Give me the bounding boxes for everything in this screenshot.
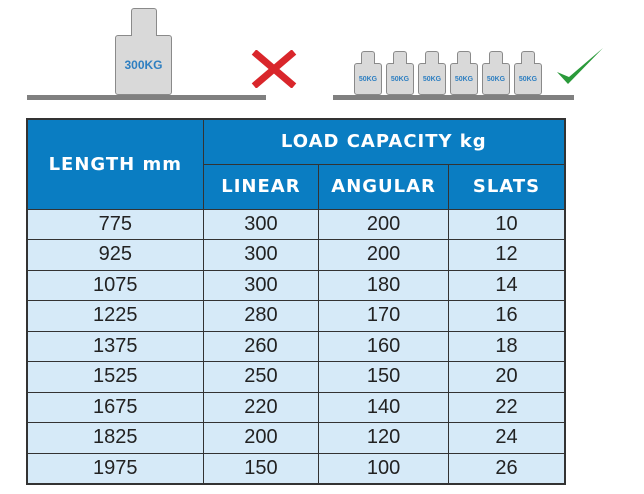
slats-cell: 22 — [447, 391, 566, 423]
length-cell: 1825 — [26, 422, 204, 454]
table-row: 1075 300 180 14 — [26, 269, 566, 301]
table-row: 1225 280 170 16 — [26, 300, 566, 332]
load-capacity-header: LOAD CAPACITY kg — [202, 118, 566, 165]
angular-header: ANGULAR — [318, 163, 449, 210]
weight-label: 50KG — [390, 75, 410, 83]
slats-cell: 12 — [447, 239, 566, 271]
angular-cell: 140 — [318, 391, 449, 423]
shelf-bar-right — [333, 95, 574, 100]
length-cell: 1525 — [26, 361, 204, 393]
table-row: 1975 150 100 26 — [26, 452, 566, 484]
table-row: 775 300 200 10 — [26, 208, 566, 240]
table-row: 1375 260 160 18 — [26, 330, 566, 362]
length-cell: 1675 — [26, 391, 204, 423]
length-cell: 1375 — [26, 330, 204, 362]
angular-cell: 180 — [318, 269, 449, 301]
weight-300kg: 300KG — [115, 8, 172, 95]
weight-label: 300KG — [124, 58, 163, 72]
weight-50kg: 50KG — [450, 51, 478, 95]
cross-icon — [251, 50, 297, 88]
load-capacity-table: LENGTH mm LOAD CAPACITY kg LINEAR ANGULA… — [26, 118, 566, 485]
length-cell: 1225 — [26, 300, 204, 332]
angular-cell: 170 — [318, 300, 449, 332]
linear-cell: 150 — [202, 452, 320, 484]
angular-cell: 100 — [318, 452, 449, 484]
table-row: 1825 200 120 24 — [26, 422, 566, 454]
angular-cell: 160 — [318, 330, 449, 362]
table-row: 1525 250 150 20 — [26, 361, 566, 393]
weight-50kg: 50KG — [386, 51, 414, 95]
weight-50kg: 50KG — [482, 51, 510, 95]
angular-cell: 200 — [318, 208, 449, 240]
table-row: 925 300 200 12 — [26, 239, 566, 271]
slats-cell: 16 — [447, 300, 566, 332]
length-cell: 1075 — [26, 269, 204, 301]
linear-cell: 300 — [202, 269, 320, 301]
linear-cell: 260 — [202, 330, 320, 362]
weight-label: 50KG — [422, 75, 442, 83]
weight-label: 50KG — [486, 75, 506, 83]
linear-cell: 280 — [202, 300, 320, 332]
linear-cell: 300 — [202, 239, 320, 271]
slats-cell: 14 — [447, 269, 566, 301]
linear-cell: 220 — [202, 391, 320, 423]
linear-cell: 200 — [202, 422, 320, 454]
length-cell: 1975 — [26, 452, 204, 484]
weight-label: 50KG — [518, 75, 538, 83]
linear-cell: 250 — [202, 361, 320, 393]
slats-cell: 24 — [447, 422, 566, 454]
slats-cell: 20 — [447, 361, 566, 393]
length-cell: 775 — [26, 208, 204, 240]
slats-cell: 18 — [447, 330, 566, 362]
weight-50kg: 50KG — [418, 51, 446, 95]
weight-50kg: 50KG — [514, 51, 542, 95]
slats-cell: 10 — [447, 208, 566, 240]
slats-cell: 26 — [447, 452, 566, 484]
table-row: 1675 220 140 22 — [26, 391, 566, 423]
shelf-bar-left — [27, 95, 266, 100]
linear-cell: 300 — [202, 208, 320, 240]
angular-cell: 200 — [318, 239, 449, 271]
angular-cell: 150 — [318, 361, 449, 393]
weight-label: 50KG — [454, 75, 474, 83]
linear-header: LINEAR — [202, 163, 320, 210]
weight-50kg: 50KG — [354, 51, 382, 95]
weight-label: 50KG — [358, 75, 378, 83]
slats-header: SLATS — [447, 163, 566, 210]
checkmark-icon — [557, 48, 603, 84]
length-header: LENGTH mm — [26, 118, 204, 210]
angular-cell: 120 — [318, 422, 449, 454]
length-cell: 925 — [26, 239, 204, 271]
